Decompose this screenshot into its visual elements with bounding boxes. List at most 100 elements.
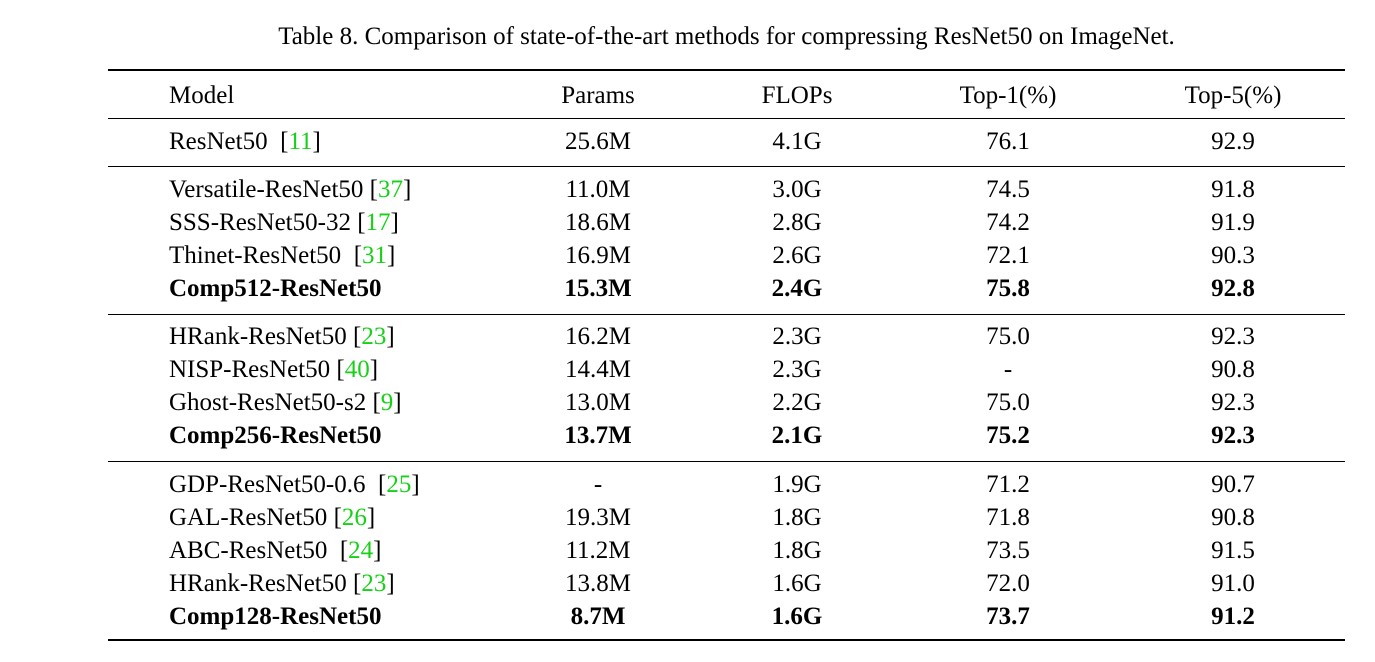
citation-open-bracket: [ (330, 356, 345, 383)
table-row: ResNet50 [11] 25.6M 4.1G 76.1 92.9 (108, 125, 1345, 158)
cell-model: Comp512-ResNet50 (169, 272, 381, 305)
table-top-rule (108, 69, 1345, 71)
table-caption: Table 8. Comparison of state-of-the-art … (278, 23, 1175, 50)
cell-params: 8.7M (570, 603, 626, 630)
table-row: Versatile-ResNet50 [37] 11.0M 3.0G 74.5 91.8 (108, 173, 1345, 206)
citation-close-bracket: ] (386, 570, 395, 597)
header-model: Model (169, 82, 235, 109)
citation-link[interactable]: 26 (341, 504, 367, 531)
citation-link[interactable]: 40 (344, 356, 370, 383)
cell-top1: 72.1 (986, 242, 1030, 269)
model-name: Comp512-ResNet50 (169, 275, 382, 302)
cell-flops: 1.9G (772, 471, 822, 498)
header-flops: FLOPs (761, 82, 833, 109)
cell-top1: 73.5 (986, 537, 1030, 564)
table-row: ABC-ResNet50 [24] 11.2M 1.8G 73.5 91.5 (108, 534, 1345, 567)
cell-flops: 2.6G (772, 242, 822, 269)
cell-params: 13.7M (564, 422, 632, 449)
cell-params: 11.0M (565, 176, 631, 203)
cell-params: 14.4M (565, 356, 631, 383)
table-row: GAL-ResNet50 [26] 19.3M 1.8G 71.8 90.8 (108, 501, 1345, 534)
table-bottom-rule (108, 639, 1345, 641)
citation-close-bracket: ] (312, 128, 321, 155)
header-top1: Top-1(%) (959, 82, 1057, 109)
cell-top5: 92.8 (1211, 275, 1255, 302)
model-name: ResNet50 (169, 128, 268, 155)
cell-top1: 74.2 (986, 209, 1030, 236)
cell-params: 16.2M (565, 323, 631, 350)
cell-top1: 71.2 (986, 471, 1030, 498)
cell-params: 11.2M (565, 537, 631, 564)
citation-open-bracket: [ (341, 242, 363, 269)
table-row: HRank-ResNet50 [23] 16.2M 2.3G 75.0 92.3 (108, 320, 1345, 353)
cell-model: GAL-ResNet50 [26] (169, 501, 375, 534)
table-row: Ghost-ResNet50-s2 [9] 13.0M 2.2G 75.0 92.3 (108, 386, 1345, 419)
cell-model: Ghost-ResNet50-s2 [9] (169, 386, 402, 419)
group-rule-2 (108, 314, 1345, 315)
citation-link[interactable]: 37 (377, 176, 403, 203)
cell-model: Comp256-ResNet50 (169, 419, 381, 452)
cell-flops: 1.8G (772, 537, 822, 564)
table-row: Thinet-ResNet50 [31] 16.9M 2.6G 72.1 90.3 (108, 239, 1345, 272)
citation-link[interactable]: 11 (288, 128, 313, 155)
citation-link[interactable]: 23 (361, 323, 387, 350)
citation-link[interactable]: 17 (365, 209, 391, 236)
cell-params: 19.3M (565, 504, 631, 531)
group-rule-1 (108, 166, 1345, 167)
group-rule-3 (108, 461, 1345, 462)
citation-link[interactable]: 24 (348, 537, 374, 564)
model-name: HRank-ResNet50 (169, 570, 347, 597)
citation-link[interactable]: 9 (380, 389, 394, 416)
cell-params: 16.9M (565, 242, 631, 269)
table-row: Comp256-ResNet50 13.7M 2.1G 75.2 92.3 (108, 419, 1345, 452)
header-top5: Top-5(%) (1184, 82, 1282, 109)
citation-close-bracket: ] (386, 323, 395, 350)
model-name: GAL-ResNet50 (169, 504, 328, 531)
citation-close-bracket: ] (387, 242, 396, 269)
cell-top5: 92.3 (1211, 422, 1255, 449)
citation-close-bracket: ] (390, 209, 399, 236)
cell-top5: 91.2 (1211, 603, 1255, 630)
citation-close-bracket: ] (393, 389, 402, 416)
cell-model: GDP-ResNet50-0.6 [25] (169, 468, 420, 501)
citation-close-bracket: ] (366, 504, 376, 531)
cell-top1: 74.5 (986, 176, 1030, 203)
cell-flops: 2.2G (772, 389, 822, 416)
table-row: SSS-ResNet50-32 [17] 18.6M 2.8G 74.2 91.9 (108, 206, 1345, 239)
cell-top5: 91.8 (1211, 176, 1255, 203)
header-rule (108, 118, 1345, 119)
cell-params: - (593, 471, 603, 498)
cell-top1: 75.2 (986, 422, 1030, 449)
citation-link[interactable]: 25 (386, 471, 412, 498)
model-name: Ghost-ResNet50-s2 (169, 389, 367, 416)
citation-open-bracket: [ (363, 176, 378, 203)
citation-link[interactable]: 23 (361, 570, 387, 597)
cell-params: 13.8M (565, 570, 631, 597)
model-name: Thinet-ResNet50 (169, 242, 342, 269)
cell-top5: 92.3 (1211, 389, 1255, 416)
model-name: Comp256-ResNet50 (169, 422, 382, 449)
cell-top1: 72.0 (986, 570, 1030, 597)
header-params: Params (561, 82, 635, 109)
cell-params: 13.0M (565, 389, 631, 416)
citation-close-bracket: ] (402, 176, 412, 203)
citation-open-bracket: [ (327, 537, 349, 564)
cell-flops: 1.8G (772, 504, 822, 531)
cell-model: Thinet-ResNet50 [31] (169, 239, 395, 272)
table-row: HRank-ResNet50 [23] 13.8M 1.6G 72.0 91.0 (108, 567, 1345, 600)
cell-model: SSS-ResNet50-32 [17] (169, 206, 399, 239)
cell-top5: 90.8 (1211, 504, 1255, 531)
citation-close-bracket: ] (369, 356, 379, 383)
cell-flops: 2.1G (771, 422, 823, 449)
cell-top1: - (1003, 356, 1013, 383)
citation-link[interactable]: 31 (362, 242, 388, 269)
cell-params: 25.6M (565, 128, 631, 155)
cell-flops: 2.8G (772, 209, 822, 236)
model-name: SSS-ResNet50-32 (169, 209, 351, 236)
citation-open-bracket: [ (365, 471, 387, 498)
citation-open-bracket: [ (346, 323, 362, 350)
model-name: HRank-ResNet50 (169, 323, 347, 350)
citation-open-bracket: [ (350, 209, 366, 236)
model-name: Versatile-ResNet50 (169, 176, 364, 203)
cell-top5: 91.5 (1211, 537, 1255, 564)
